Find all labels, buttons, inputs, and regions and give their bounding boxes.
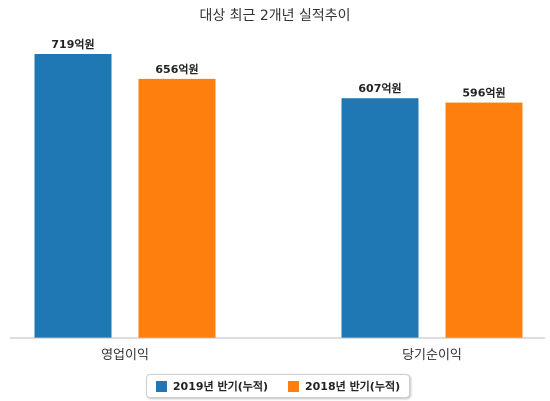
legend-label-series-0: 2019년 반기(누적)	[172, 380, 268, 393]
bar-series-0-cat-0[interactable]	[34, 53, 112, 339]
bar-series-1-cat-0[interactable]	[138, 78, 216, 338]
legend-swatch-series-0	[155, 380, 167, 392]
legend-label-series-1: 2018년 반기(누적)	[305, 380, 401, 393]
data-label-series-0-cat-1: 607억원	[358, 81, 401, 95]
category-label-0: 영업이익	[101, 348, 149, 363]
bars-group: 719억원 656억원 607억원 596억원	[34, 37, 523, 339]
legend: 2019년 반기(누적) 2018년 반기(누적)	[146, 374, 410, 398]
data-label-series-1-cat-1: 596억원	[462, 86, 505, 100]
bar-series-1-cat-1[interactable]	[445, 102, 523, 338]
category-labels: 영업이익 당기순이익	[101, 348, 462, 363]
legend-swatch-series-1	[288, 380, 299, 392]
category-label-1: 당기순이익	[402, 348, 462, 363]
bar-series-0-cat-1[interactable]	[341, 98, 419, 338]
legend-item-series-0[interactable]: 2019년 반기(누적)	[155, 378, 268, 394]
data-label-series-0-cat-0: 719억원	[51, 37, 94, 51]
legend-item-series-1[interactable]: 2018년 반기(누적)	[288, 378, 400, 394]
data-label-series-1-cat-0: 656억원	[155, 62, 198, 76]
chart-title: 대상 최근 2개년 실적추이	[199, 8, 350, 24]
